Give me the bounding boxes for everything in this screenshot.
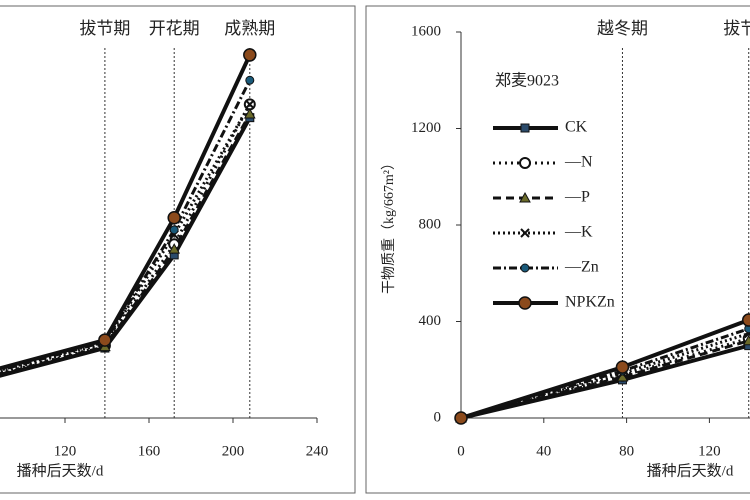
x-tick-label: 120 (54, 443, 77, 459)
y-axis-label: 干物质重（kg/667m²） (381, 156, 397, 294)
x-axis-label: 播种后天数/d (647, 462, 734, 479)
marker (169, 225, 179, 235)
phase-label: 越冬期 (597, 19, 648, 38)
panel-frame (365, 5, 750, 494)
x-tick-label: 40 (536, 443, 551, 459)
y-tick-label: 1200 (411, 120, 441, 136)
series-line (460, 327, 750, 420)
marker (615, 360, 630, 374)
marker (519, 191, 531, 203)
x-tick-label: 160 (138, 443, 161, 459)
marker (519, 157, 531, 169)
marker (98, 333, 112, 347)
legend-label: —Zn (564, 259, 599, 276)
legend-label: —K (564, 224, 593, 241)
series-line (0, 113, 252, 376)
marker (520, 263, 530, 273)
x-tick-label: 80 (619, 443, 634, 459)
marker (742, 334, 750, 346)
marker (245, 75, 255, 85)
marker (520, 228, 530, 238)
x-tick-label: 200 (222, 443, 245, 459)
legend-label: NPKZn (565, 294, 615, 311)
y-tick-label: 1600 (411, 23, 441, 39)
marker (741, 313, 750, 327)
marker (243, 48, 257, 62)
phase-label: 成熟期 (224, 18, 275, 38)
series-line (0, 103, 252, 374)
x-tick-label: 0 (457, 443, 465, 459)
legend-label: —N (564, 154, 593, 171)
marker (245, 99, 255, 110)
right-chart: 0 40 80 120 播种后天数/d 0 400 800 1200 1600 干物质重（kg/66… (381, 19, 750, 479)
series-line (0, 79, 252, 372)
legend-label: —P (564, 189, 590, 206)
marker (167, 211, 181, 225)
series-line (460, 318, 750, 420)
marker (520, 123, 530, 133)
panel-frame (0, 5, 356, 494)
phase-label: 拔节期 (79, 19, 130, 38)
x-tick-label: 120 (698, 443, 721, 459)
phase-label: 开花期 (149, 19, 200, 38)
series-line (0, 103, 252, 376)
left-chart: 120 160 200 240 播种后天数/d 拔节期 开花期 成熟期 (0, 18, 329, 479)
x-tick-label: 240 (306, 443, 329, 459)
legend-title: 郑麦9023 (495, 72, 559, 90)
legend-label: CK (565, 119, 588, 136)
marker (243, 107, 256, 119)
marker (454, 411, 468, 425)
marker (518, 296, 532, 310)
x-axis-label: 播种后天数/d (17, 462, 104, 479)
series-line (0, 54, 252, 371)
marker (168, 243, 181, 254)
y-tick-label: 800 (419, 216, 442, 232)
y-tick-label: 0 (434, 409, 442, 425)
phase-label: 拔节期 (723, 19, 750, 38)
y-tick-label: 400 (419, 313, 442, 329)
series-line (0, 116, 252, 378)
